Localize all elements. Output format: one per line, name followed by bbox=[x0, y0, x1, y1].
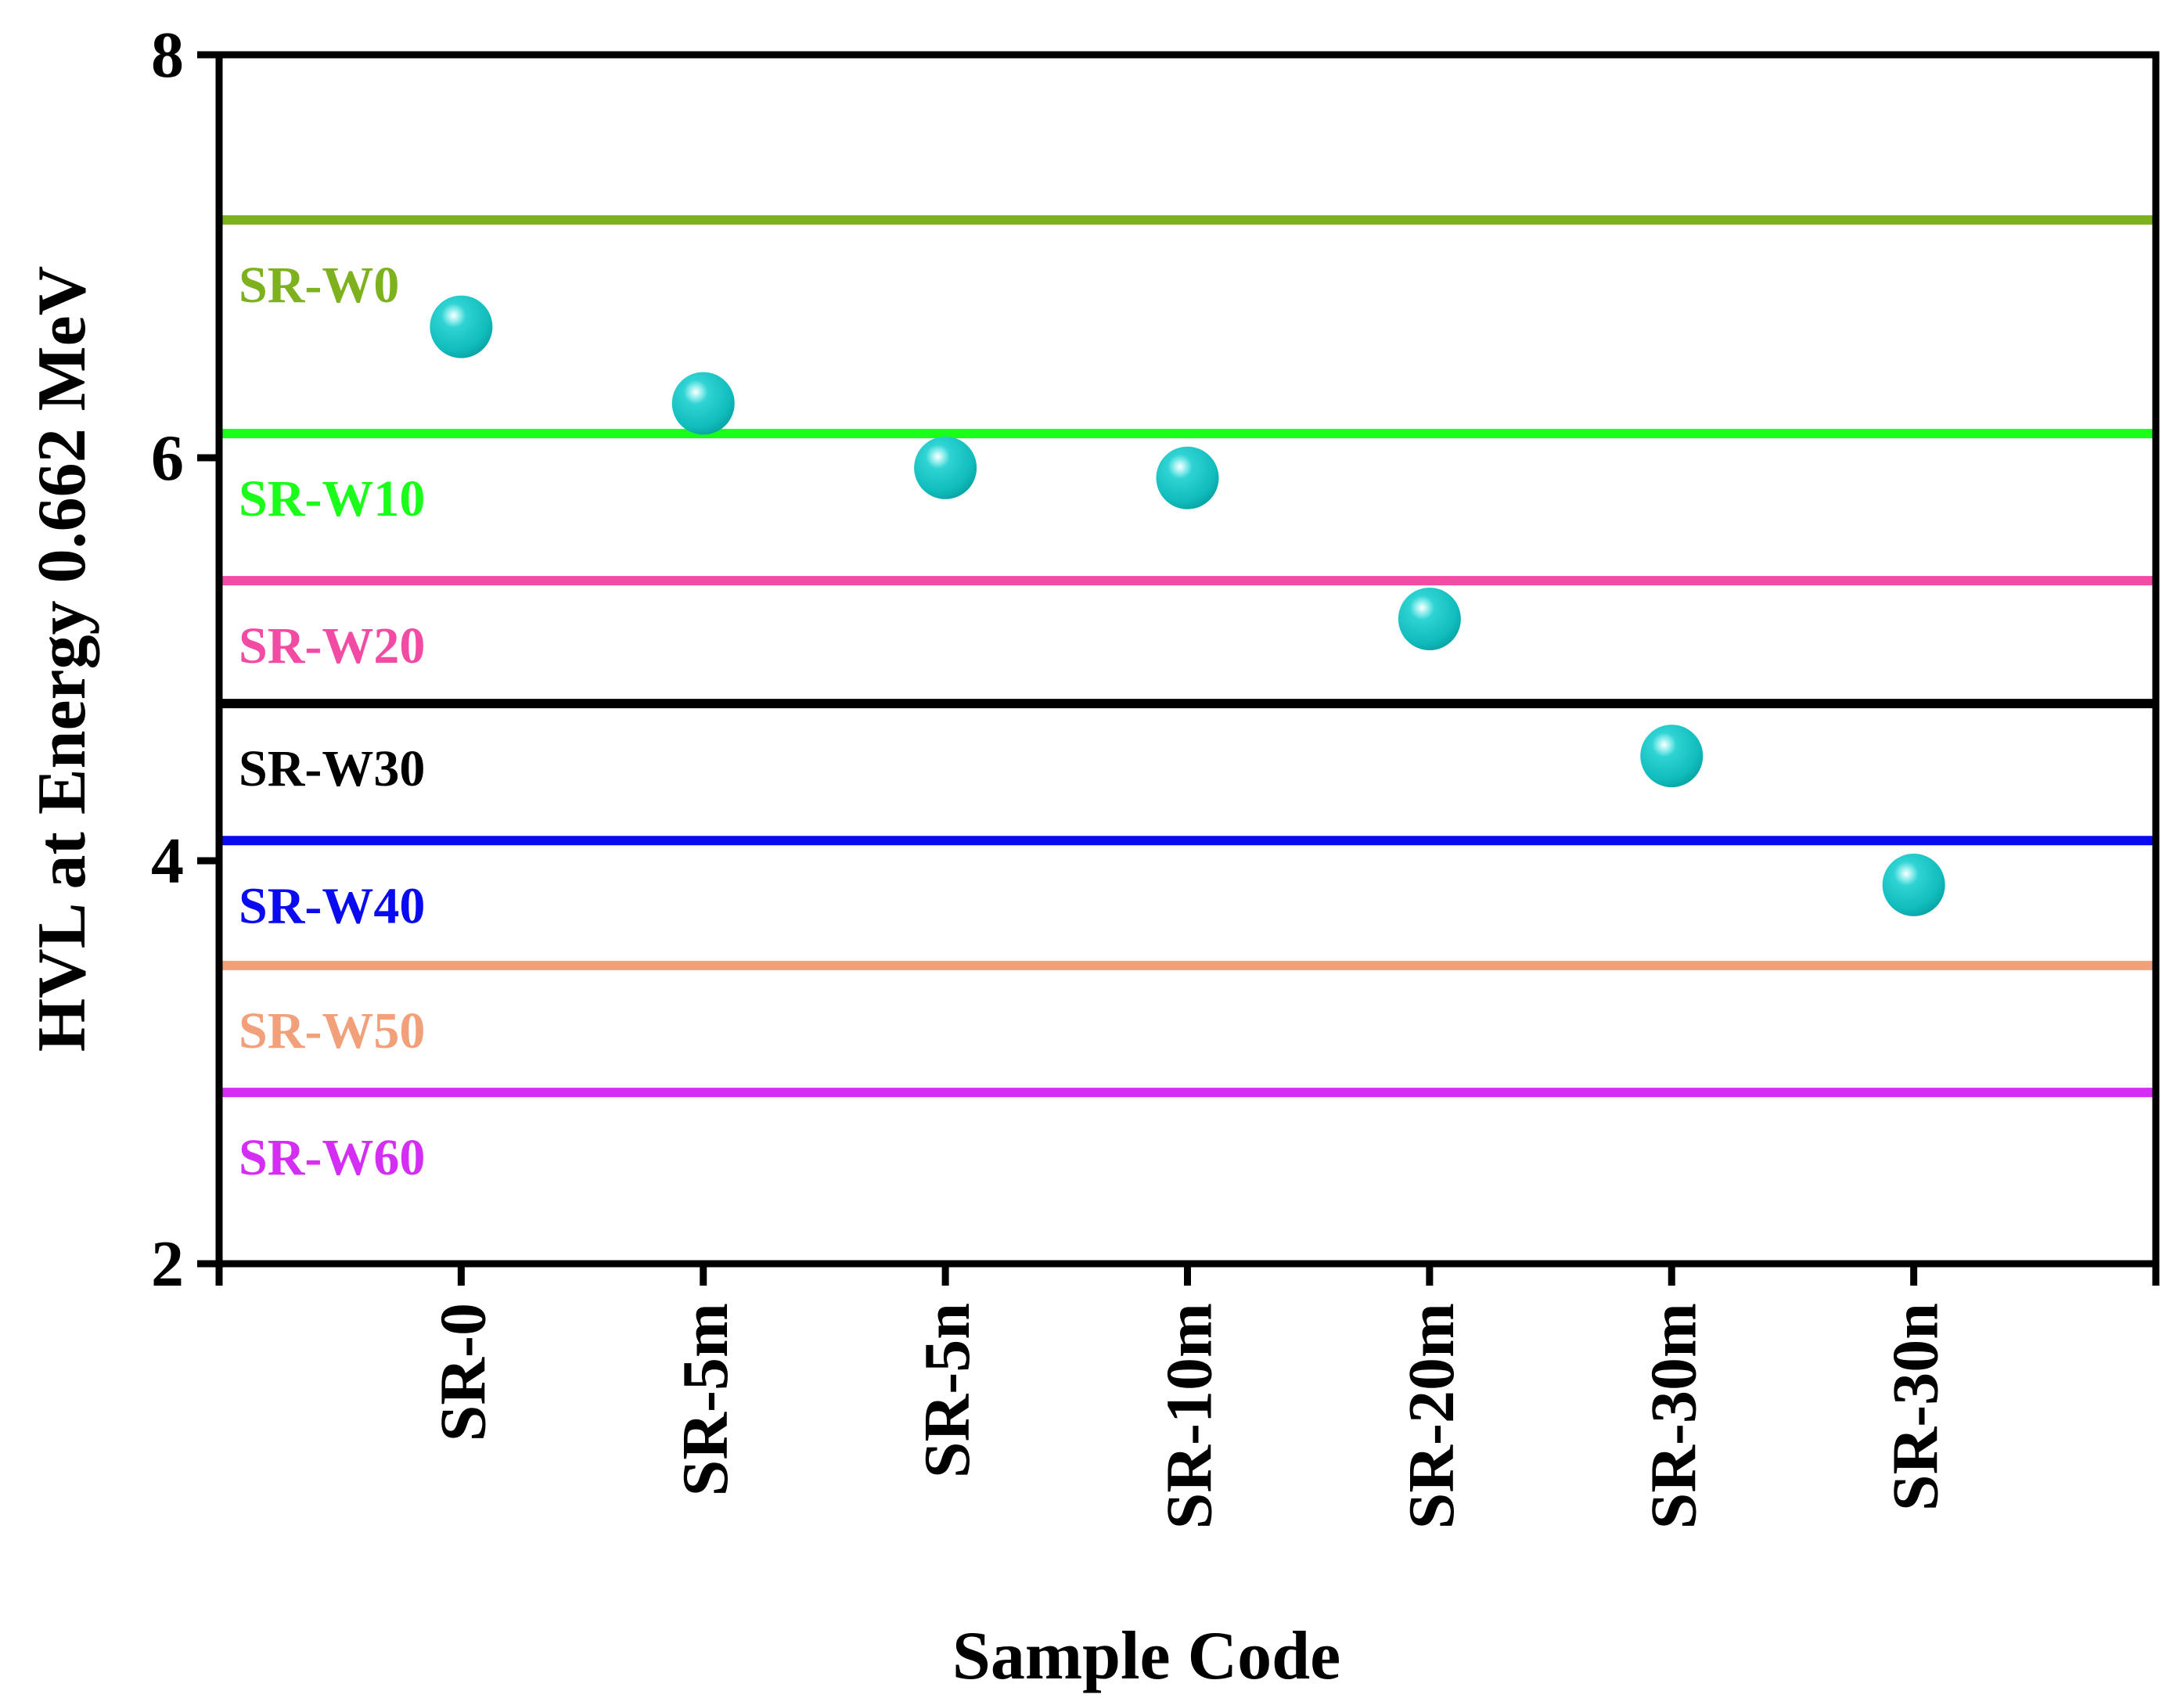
y-tick-label: 8 bbox=[151, 19, 184, 92]
data-point-sr-30n bbox=[1882, 853, 1945, 916]
y-tick-label: 4 bbox=[151, 825, 184, 898]
x-tick-label: SR-30n bbox=[1880, 1303, 1952, 1511]
y-axis-title: HVL at Energy 0.662 MeV bbox=[24, 266, 100, 1052]
data-point-sr-20m bbox=[1398, 588, 1461, 650]
reference-label-sr-w30: SR-W30 bbox=[239, 740, 425, 797]
reference-label-sr-w10: SR-W10 bbox=[239, 470, 425, 527]
plot-area-frame bbox=[215, 51, 2160, 1268]
reference-label-sr-w60: SR-W60 bbox=[239, 1129, 425, 1186]
data-point-sr-0 bbox=[430, 295, 493, 358]
y-tick-label: 2 bbox=[151, 1228, 184, 1300]
reference-label-sr-w40: SR-W40 bbox=[239, 877, 425, 934]
reference-label-sr-w50: SR-W50 bbox=[239, 1002, 425, 1059]
data-point-sr-30m bbox=[1640, 725, 1704, 788]
x-tick-label: SR-30m bbox=[1637, 1303, 1710, 1529]
x-axis-title: Sample Code bbox=[952, 1618, 1340, 1694]
data-point-sr-5n bbox=[914, 436, 977, 499]
reference-labels: SR-W0 SR-W10 SR-W20 SR-W30 SR-W40 SR-W50 SR-W6… bbox=[239, 257, 425, 1186]
x-tick-label: SR-5m bbox=[669, 1303, 742, 1496]
x-tick-label: SR-5n bbox=[911, 1303, 984, 1478]
reference-label-sr-w0: SR-W0 bbox=[239, 257, 399, 314]
y-tick-label: 6 bbox=[151, 422, 184, 495]
reference-label-sr-w20: SR-W20 bbox=[239, 617, 425, 675]
reference-lines bbox=[219, 215, 2156, 1098]
data-points bbox=[430, 295, 1945, 916]
y-axis: 2 4 6 8 bbox=[151, 19, 219, 1300]
data-point-sr-10m bbox=[1156, 446, 1219, 509]
x-axis: SR-0 SR-5m SR-5n SR-10m SR-20m SR-30m SR-30n bbox=[215, 1264, 2160, 1529]
data-point-sr-5m bbox=[671, 372, 735, 435]
x-tick-label: SR-20m bbox=[1395, 1303, 1468, 1529]
x-tick-label: SR-10m bbox=[1153, 1303, 1226, 1529]
x-tick-label: SR-0 bbox=[426, 1303, 499, 1441]
